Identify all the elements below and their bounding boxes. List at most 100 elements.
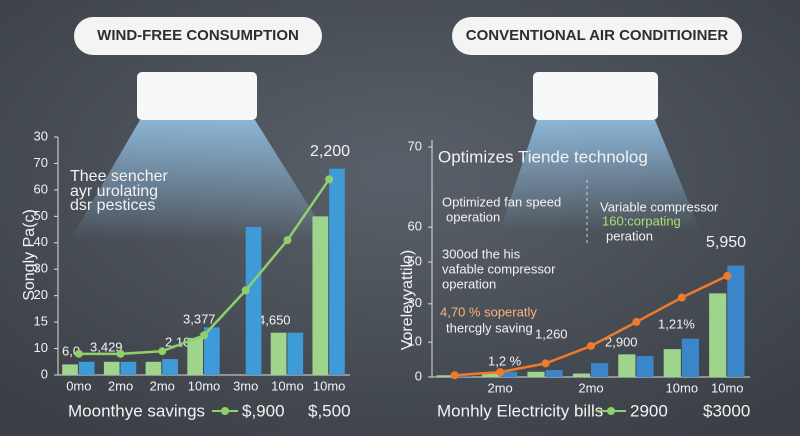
legend-title: Moonthye savings	[68, 401, 205, 420]
annotation: ayr urolating	[70, 183, 158, 200]
x-tick-label: 3mo	[233, 378, 258, 393]
x-tick-label: 10mo	[188, 378, 221, 393]
annotation: operation	[442, 276, 496, 291]
y-tick-label: 0	[41, 366, 48, 381]
annotation: 300od the his	[442, 246, 521, 261]
chart-title: CONVENTIONAL AIR CONDITIOINER	[466, 27, 729, 44]
bar	[287, 332, 304, 375]
bar	[329, 168, 345, 375]
line-point	[283, 236, 292, 245]
bar	[572, 373, 590, 377]
point-label: 2,200	[310, 143, 350, 160]
bar	[681, 338, 700, 377]
line-point	[158, 347, 167, 356]
annotation: peration	[606, 228, 653, 243]
y-tick-label: 30	[408, 295, 422, 310]
y-tick-label: 30	[34, 128, 48, 143]
title-pill	[74, 17, 322, 55]
point-label: 3,429	[90, 339, 123, 354]
point-label: 2,900	[605, 334, 638, 349]
point-label: 1,260	[535, 326, 568, 341]
y-tick-label: 20	[34, 287, 48, 302]
bar	[663, 349, 681, 377]
bar	[481, 373, 500, 377]
annotation: Optimizes Tiende technolog	[438, 147, 648, 166]
line-point	[541, 359, 550, 368]
airflow	[500, 120, 700, 230]
annotation: Optimized fan speed	[442, 194, 561, 209]
line-point	[116, 349, 125, 358]
y-tick-label: 0	[415, 368, 422, 383]
x-tick-label: 10mo	[711, 380, 744, 395]
bar	[103, 361, 120, 375]
point-label: 1,21%	[658, 316, 695, 331]
legend: Moonthye savings $,900 $,500 Monhly Elec…	[68, 401, 750, 420]
y-tick-label: 30	[34, 261, 48, 276]
bar	[245, 226, 262, 375]
x-tick-label: 10mo	[666, 380, 699, 395]
line-point	[74, 349, 83, 358]
bar	[500, 371, 518, 377]
line-point	[587, 341, 595, 350]
legend-label: 2900	[630, 401, 668, 420]
x-tick-label: 2mo	[108, 378, 133, 393]
bar	[187, 337, 203, 375]
bar	[709, 293, 727, 377]
x-tick-label: 2mo	[150, 378, 175, 393]
y-tick-label: 15	[34, 314, 48, 329]
point-label: 5,950	[706, 234, 746, 251]
annotation: 4,70 % soperatly	[440, 304, 537, 319]
y-tick-label: 50	[34, 208, 48, 223]
x-tick-label: 10mo	[313, 378, 346, 393]
annotation: 160:corpating	[602, 213, 681, 228]
y-axis-label: Vorelevyattilo)	[399, 250, 416, 351]
bar	[312, 216, 329, 375]
bar	[62, 364, 78, 375]
y-tick-label: 10	[34, 340, 48, 355]
bar	[78, 361, 95, 375]
y-axis-label: Songly Pa(c)	[21, 209, 38, 301]
title-pill	[452, 17, 742, 55]
annotation: vafable compressor	[442, 261, 556, 276]
y-tick-label: 70	[408, 138, 422, 153]
x-tick-label: 2mo	[578, 380, 603, 395]
bar	[454, 375, 472, 377]
y-tick-label: 50	[408, 253, 422, 268]
bar	[727, 265, 745, 377]
chart-title: WIND-FREE CONSUMPTION	[97, 27, 299, 44]
annotation: thercgly saving	[446, 320, 533, 335]
ac-unit	[533, 72, 658, 120]
annotation: dsr pestices	[70, 197, 155, 214]
bar	[162, 359, 178, 375]
annotation: Thee sencher	[70, 168, 169, 185]
y-tick-label: 70	[34, 155, 48, 170]
bar	[527, 371, 545, 377]
annotation: operation	[446, 209, 500, 224]
line-point	[677, 293, 686, 302]
line-point	[632, 317, 641, 326]
x-tick-label: 0mo	[66, 378, 91, 393]
bar	[591, 363, 609, 377]
bar	[545, 370, 563, 377]
bar	[636, 356, 654, 377]
point-label: 3,377	[183, 311, 216, 326]
y-tick-label: 60	[408, 219, 422, 234]
x-tick-label: 2mo	[487, 380, 512, 395]
legend-marker	[221, 407, 229, 415]
line-point	[200, 331, 208, 340]
y-tick-label: 40	[34, 234, 48, 249]
y-tick-label: 60	[34, 181, 48, 196]
legend-label: $,500	[308, 401, 351, 420]
legend-title: Monhly Electricity bills	[437, 401, 603, 420]
bar	[436, 375, 454, 377]
bar	[145, 361, 162, 375]
point-label: 4,650	[258, 312, 291, 327]
airflow	[70, 120, 330, 240]
x-tick-label: 10mo	[271, 378, 304, 393]
bar	[270, 332, 287, 375]
line-point	[723, 271, 732, 280]
line-point	[241, 286, 250, 295]
legend-label: $3000	[703, 401, 750, 420]
ac-unit	[137, 72, 257, 120]
